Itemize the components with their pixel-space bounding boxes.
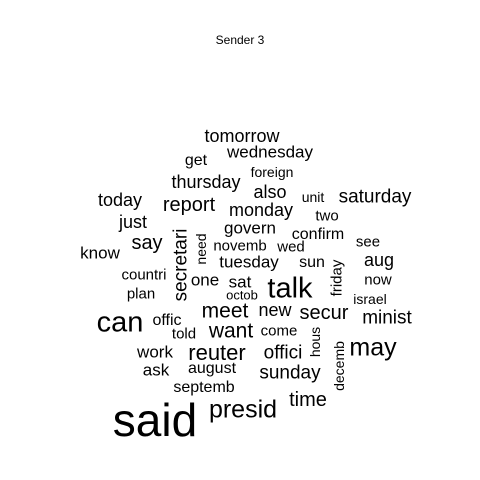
word-israel: israel xyxy=(353,291,387,307)
word-thursday: thursday xyxy=(171,172,241,192)
word-see: see xyxy=(355,233,381,251)
word-aug: aug xyxy=(363,250,395,270)
word-august: august xyxy=(187,360,237,377)
word-need: need xyxy=(193,233,209,265)
word-friday: friday xyxy=(328,259,346,297)
word-minist: minist xyxy=(362,307,412,329)
plot-title: Sender 3 xyxy=(215,33,265,47)
word-confirm: confirm xyxy=(291,226,345,243)
word-hous: hous xyxy=(307,326,323,358)
word-want: want xyxy=(208,319,254,343)
word-offic: offic xyxy=(152,312,182,329)
word-one: one xyxy=(190,270,220,290)
word-also: also xyxy=(253,182,287,202)
word-septemb: septemb xyxy=(173,379,235,396)
word-offici: offici xyxy=(263,342,303,364)
word-know: know xyxy=(80,243,120,263)
word-reuter: reuter xyxy=(188,340,246,365)
word-two: two xyxy=(315,207,339,225)
word-told: told xyxy=(171,325,197,343)
word-tuesday: tuesday xyxy=(219,252,279,272)
word-govern: govern xyxy=(224,218,276,238)
word-ask: ask xyxy=(142,360,170,380)
word-meet: meet xyxy=(201,299,249,323)
word-saturday: saturday xyxy=(338,186,412,208)
word-sunday: sunday xyxy=(259,362,321,384)
word-come: come xyxy=(260,322,298,340)
word-octob: octob xyxy=(226,287,258,303)
word-say: say xyxy=(131,232,163,254)
word-said: said xyxy=(112,394,198,446)
word-secretari: secretari xyxy=(170,228,192,302)
word-countri: countri xyxy=(121,266,167,284)
word-work: work xyxy=(137,342,173,362)
word-monday: monday xyxy=(228,200,294,220)
word-tomorrow: tomorrow xyxy=(204,126,280,146)
word-sat: sat xyxy=(228,272,252,292)
word-just: just xyxy=(118,212,148,232)
word-wed: wed xyxy=(277,238,305,256)
word-sun: sun xyxy=(299,254,325,271)
word-get: get xyxy=(184,152,208,169)
word-talk: talk xyxy=(267,272,313,305)
word-wednesday: wednesday xyxy=(226,142,314,162)
word-secur: secur xyxy=(299,302,349,324)
word-time: time xyxy=(289,389,327,411)
word-report: report xyxy=(162,194,216,216)
word-may: may xyxy=(349,333,397,362)
word-plan: plan xyxy=(126,285,156,303)
word-today: today xyxy=(97,190,143,210)
word-now: now xyxy=(364,271,392,289)
word-foreign: foreign xyxy=(250,164,294,180)
word-decemb: decemb xyxy=(331,341,347,391)
word-novemb: novemb xyxy=(213,237,267,255)
word-new: new xyxy=(258,300,292,320)
word-can: can xyxy=(96,306,144,339)
word-unit: unit xyxy=(301,189,325,205)
word-presid: presid xyxy=(208,395,278,424)
